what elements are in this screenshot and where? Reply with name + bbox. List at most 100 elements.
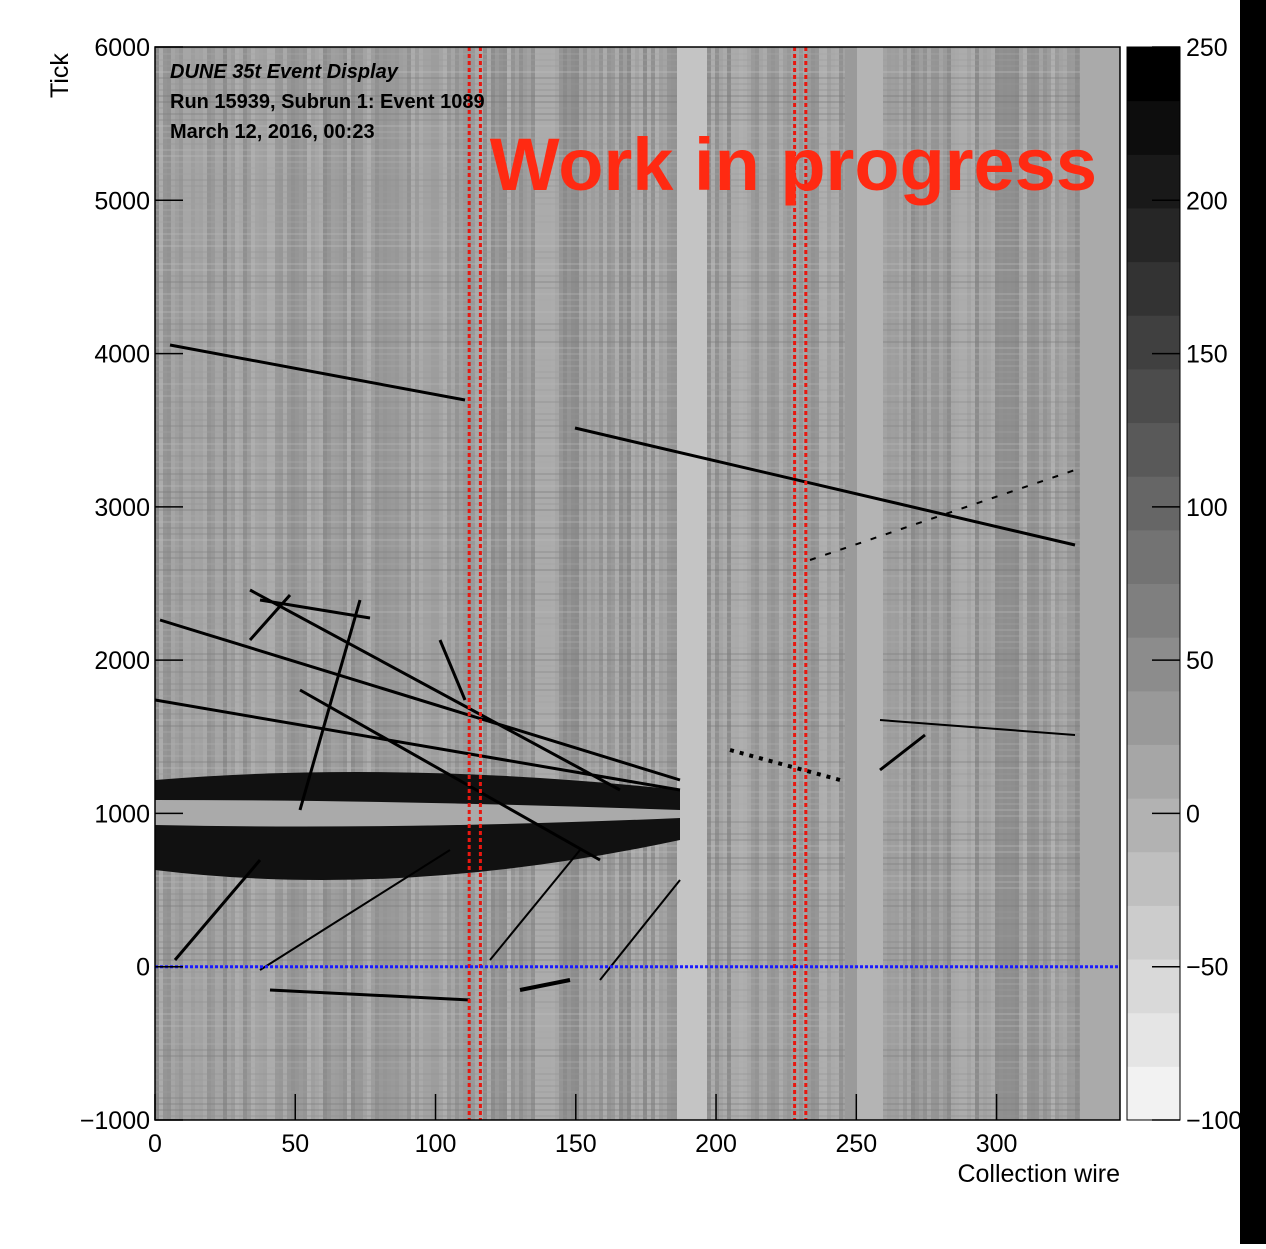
z-tick-label: −50 (1186, 954, 1228, 982)
tick-strip (155, 401, 1120, 403)
tick-strip (155, 83, 1120, 85)
tick-strip (155, 215, 1120, 217)
dead-wire-band (677, 47, 707, 1120)
tick-strip (155, 1103, 1120, 1105)
tick-strip (155, 491, 1120, 493)
tick-strip (155, 467, 1120, 469)
tick-strip (155, 743, 1120, 745)
colorbar-step (1127, 691, 1180, 745)
tick-strip (155, 929, 1120, 931)
tick-strip (155, 113, 1120, 115)
tick-strip (155, 713, 1120, 715)
x-tick-label: 50 (281, 1130, 309, 1158)
tick-strip (155, 389, 1120, 391)
tick-strip (155, 1055, 1120, 1057)
x-tick-label: 200 (695, 1130, 737, 1158)
colorbar-step (1127, 262, 1180, 316)
tick-strip (155, 233, 1120, 235)
date: March 12, 2016, 00:23 (170, 121, 375, 143)
z-tick-label: 50 (1186, 647, 1214, 675)
tick-strip (155, 395, 1120, 397)
tick-strip (155, 257, 1120, 259)
tick-strip (155, 545, 1120, 547)
z-tick-label: 200 (1186, 187, 1228, 215)
tick-strip (155, 485, 1120, 487)
tick-strip (155, 695, 1120, 697)
tick-strip (155, 671, 1120, 673)
tick-strip (155, 881, 1120, 883)
tick-strip (155, 1037, 1120, 1039)
tick-strip (155, 941, 1120, 943)
y-tick-label: 2000 (94, 647, 150, 675)
tick-strip (155, 569, 1120, 571)
x-tick-label: 300 (976, 1130, 1018, 1158)
tick-strip (155, 1025, 1120, 1027)
tick-strip (155, 587, 1120, 589)
tick-strip (155, 269, 1120, 271)
y-tick-label: 1000 (94, 800, 150, 828)
colorbar-step (1127, 208, 1180, 262)
tick-strip (155, 563, 1120, 565)
x-tick-label: 150 (555, 1130, 597, 1158)
tick-strip (155, 995, 1120, 997)
tick-strip (155, 731, 1120, 733)
tick-strip (155, 1109, 1120, 1111)
tick-strip (155, 1007, 1120, 1009)
tick-strip (155, 659, 1120, 661)
x-axis-label: Collection wire (957, 1160, 1120, 1188)
tick-strip (155, 1097, 1120, 1099)
tick-strip (155, 311, 1120, 313)
y-axis-label: Tick (46, 53, 74, 98)
tick-strip (155, 479, 1120, 481)
tick-strip (155, 431, 1120, 433)
subtitle: Run 15939, Subrun 1: Event 1089 (170, 91, 485, 113)
colorbar-step (1127, 798, 1180, 852)
tick-strip (155, 335, 1120, 337)
tick-strip (155, 887, 1120, 889)
screen-edge (1240, 0, 1266, 1244)
tick-strip (155, 353, 1120, 355)
colorbar-step (1127, 101, 1180, 155)
tick-strip (155, 737, 1120, 739)
tick-strip (155, 251, 1120, 253)
tick-strip (155, 221, 1120, 223)
tick-strip (155, 437, 1120, 439)
y-tick-label: 0 (136, 954, 150, 982)
tick-strip (155, 209, 1120, 211)
tick-strip (155, 323, 1120, 325)
tick-strip (155, 275, 1120, 277)
colorbar: −100−50050100150200250 (1127, 34, 1242, 1135)
tick-strip (155, 317, 1120, 319)
x-tick-label: 250 (835, 1130, 877, 1158)
tick-strip (155, 983, 1120, 985)
colorbar-step (1127, 1013, 1180, 1067)
tick-strip (155, 1031, 1120, 1033)
tick-strip (155, 917, 1120, 919)
tick-strip (155, 347, 1120, 349)
tick-strip (155, 281, 1120, 283)
x-tick-label: 100 (415, 1130, 457, 1158)
colorbar-step (1127, 852, 1180, 906)
tick-strip (155, 293, 1120, 295)
y-tick-label: 5000 (94, 187, 150, 215)
tick-strip (155, 1115, 1120, 1117)
dead-wire-band (857, 47, 883, 1120)
tick-strip (155, 1079, 1120, 1081)
tick-strip (155, 611, 1120, 613)
tick-strip (155, 1091, 1120, 1093)
y-tick-label: 6000 (94, 34, 150, 62)
tick-strip (155, 359, 1120, 361)
colorbar-step (1127, 1066, 1180, 1120)
tick-strip (155, 473, 1120, 475)
tick-strip (155, 1013, 1120, 1015)
tick-strip (155, 749, 1120, 751)
z-tick-label: 100 (1186, 494, 1228, 522)
tick-strip (155, 305, 1120, 307)
colorbar-step (1127, 47, 1180, 101)
tick-strip (155, 407, 1120, 409)
y-tick-label: 3000 (94, 494, 150, 522)
tick-strip (155, 1067, 1120, 1069)
tick-strip (155, 551, 1120, 553)
tick-strip (155, 413, 1120, 415)
tick-strip (155, 509, 1120, 511)
